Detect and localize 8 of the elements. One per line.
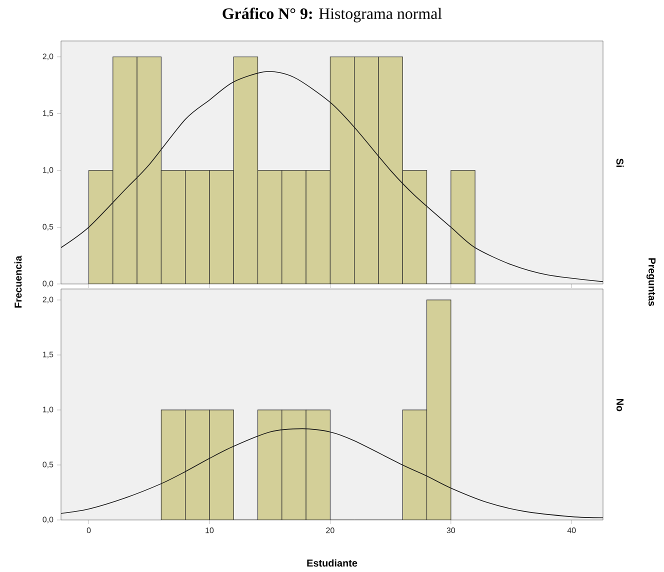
line-series (61, 71, 604, 282)
x-axis-title: Estudiante (307, 559, 358, 567)
chart-title: Gráfico N° 9: Histograma normal (222, 8, 442, 22)
y-axis-title: Frecuencia (14, 256, 22, 308)
line-series (61, 428, 604, 518)
text: No (616, 399, 624, 412)
text: Si (616, 158, 624, 167)
y2-axis-title: Preguntas (646, 258, 656, 306)
